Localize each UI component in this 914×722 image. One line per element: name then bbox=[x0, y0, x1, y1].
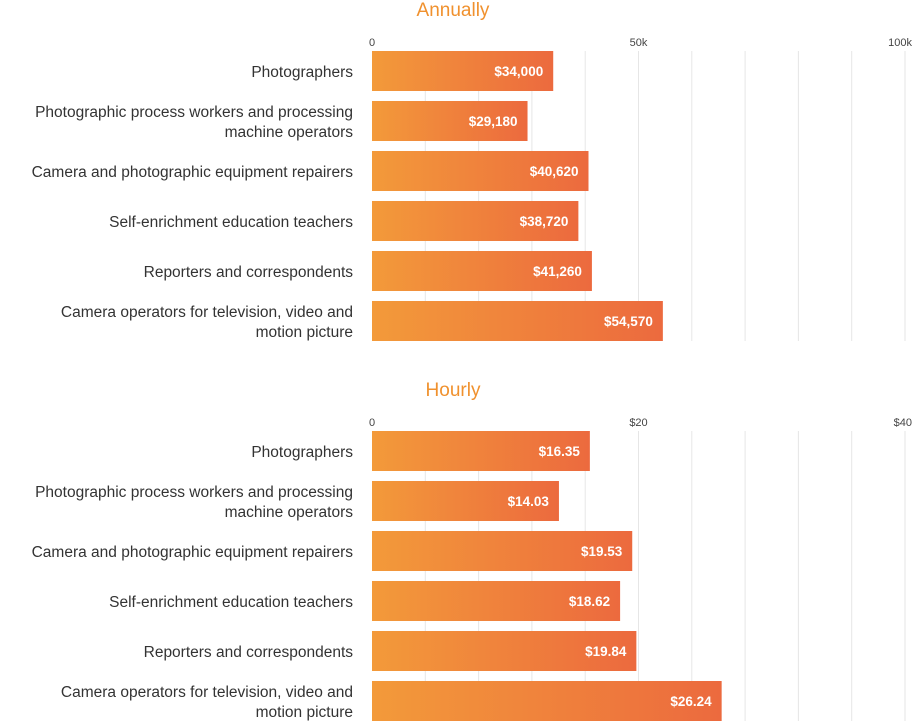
hourly-bar-row: $14.03 Photographic process workers and p… bbox=[35, 481, 559, 521]
hourly-bar-value-label: $18.62 bbox=[569, 594, 610, 609]
hourly-category-label: Camera operators for television, video a… bbox=[61, 684, 353, 701]
hourly-bar[interactable] bbox=[372, 631, 637, 671]
hourly-bar-row: $16.35 Photographers bbox=[251, 431, 590, 471]
annual-bar-value-label: $29,180 bbox=[469, 114, 518, 129]
hourly-bar[interactable] bbox=[372, 481, 559, 521]
hourly-category-label: Photographic process workers and process… bbox=[35, 484, 353, 501]
hourly-bar-row: $26.24 Camera operators for television, v… bbox=[61, 681, 722, 721]
annual-bar-value-label: $38,720 bbox=[520, 214, 569, 229]
hourly-tick-label: 0 bbox=[369, 417, 375, 429]
annual-bar-row: $38,720 Self-enrichment education teacher… bbox=[109, 201, 579, 241]
annual-bar[interactable] bbox=[372, 101, 528, 141]
annual-bar[interactable] bbox=[372, 151, 589, 191]
hourly-category-label: Photographers bbox=[251, 444, 353, 461]
annual-category-label: Camera and photographic equipment repair… bbox=[32, 164, 354, 181]
hourly-bar[interactable] bbox=[372, 531, 633, 571]
hourly-bar-value-label: $19.84 bbox=[585, 644, 627, 659]
annual-chart-panel: Annually 0 50k 100k $34,000 Photographers $29,… bbox=[32, 0, 912, 341]
annual-bar-value-label: $41,260 bbox=[533, 264, 582, 279]
annual-bar-value-label: $40,620 bbox=[530, 164, 579, 179]
annual-bar[interactable] bbox=[372, 51, 554, 91]
hourly-chart-panel: Hourly 0 $20 $40 $16.35 Photographers $14.03 Ph… bbox=[32, 380, 912, 721]
annual-category-label: Self-enrichment education teachers bbox=[109, 214, 353, 231]
hourly-bar-row: $18.62 Self-enrichment education teachers bbox=[109, 581, 621, 621]
hourly-bar[interactable] bbox=[372, 681, 722, 721]
annual-gridlines bbox=[424, 51, 906, 341]
hourly-gridlines bbox=[424, 431, 906, 721]
hourly-bar-value-label: $19.53 bbox=[581, 544, 623, 559]
hourly-bar[interactable] bbox=[372, 581, 621, 621]
hourly-bar-row: $19.84 Reporters and correspondents bbox=[144, 631, 637, 671]
annual-chart-title: Annually bbox=[417, 0, 490, 21]
hourly-bar-value-label: $26.24 bbox=[670, 694, 712, 709]
annual-tick-label: 50k bbox=[630, 37, 648, 49]
annual-category-label: machine operators bbox=[225, 124, 354, 141]
annual-category-label: Reporters and correspondents bbox=[144, 264, 354, 281]
hourly-tick-label: $20 bbox=[629, 417, 647, 429]
hourly-chart-title: Hourly bbox=[426, 380, 481, 401]
hourly-bar-row: $19.53 Camera and photographic equipment … bbox=[32, 531, 633, 571]
annual-category-label: Camera operators for television, video a… bbox=[61, 304, 353, 321]
hourly-bar-value-label: $14.03 bbox=[508, 494, 550, 509]
annual-bar-row: $40,620 Camera and photographic equipment… bbox=[32, 151, 589, 191]
annual-category-label: Photographers bbox=[251, 64, 353, 81]
annual-tick-label: 100k bbox=[888, 37, 912, 49]
annual-bar[interactable] bbox=[372, 301, 663, 341]
hourly-bar-value-label: $16.35 bbox=[539, 444, 581, 459]
annual-bar-value-label: $54,570 bbox=[604, 314, 653, 329]
hourly-category-label: Reporters and correspondents bbox=[144, 644, 354, 661]
annual-bar-value-label: $34,000 bbox=[494, 64, 543, 79]
annual-bar-row: $34,000 Photographers bbox=[251, 51, 554, 91]
hourly-tick-label: $40 bbox=[894, 417, 912, 429]
hourly-category-label: Camera and photographic equipment repair… bbox=[32, 544, 354, 561]
annual-bar[interactable] bbox=[372, 201, 579, 241]
hourly-category-label: motion picture bbox=[256, 704, 353, 721]
annual-bar-row: $41,260 Reporters and correspondents bbox=[144, 251, 592, 291]
hourly-bar[interactable] bbox=[372, 431, 590, 471]
annual-bar[interactable] bbox=[372, 251, 592, 291]
annual-category-label: motion picture bbox=[256, 324, 353, 341]
annual-category-label: Photographic process workers and process… bbox=[35, 104, 353, 121]
hourly-category-label: machine operators bbox=[225, 504, 354, 521]
annual-bar-row: $29,180 Photographic process workers and … bbox=[35, 101, 528, 141]
annual-tick-label: 0 bbox=[369, 37, 375, 49]
hourly-category-label: Self-enrichment education teachers bbox=[109, 594, 353, 611]
annual-bar-row: $54,570 Camera operators for television, … bbox=[61, 301, 663, 341]
